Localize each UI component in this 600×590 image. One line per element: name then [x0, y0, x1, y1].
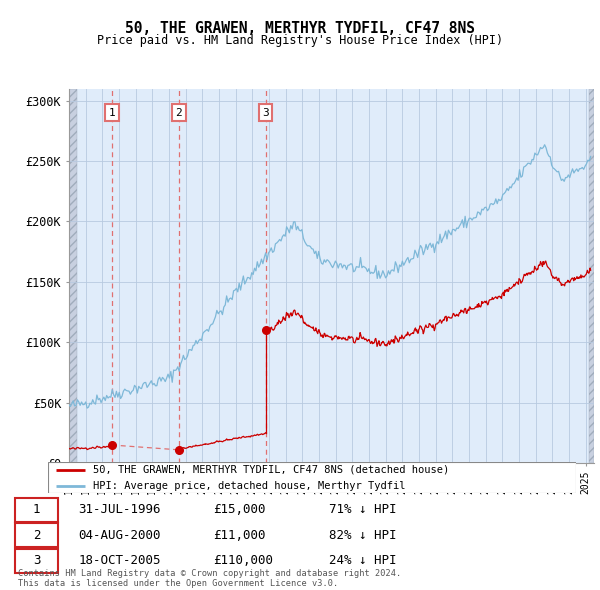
Text: 82% ↓ HPI: 82% ↓ HPI	[329, 529, 397, 542]
Text: 71% ↓ HPI: 71% ↓ HPI	[329, 503, 397, 516]
Text: Price paid vs. HM Land Registry's House Price Index (HPI): Price paid vs. HM Land Registry's House …	[97, 34, 503, 47]
Text: 31-JUL-1996: 31-JUL-1996	[78, 503, 161, 516]
FancyBboxPatch shape	[15, 498, 58, 522]
Text: 50, THE GRAWEN, MERTHYR TYDFIL, CF47 8NS: 50, THE GRAWEN, MERTHYR TYDFIL, CF47 8NS	[125, 21, 475, 35]
FancyBboxPatch shape	[48, 462, 576, 493]
Text: 1: 1	[33, 503, 40, 516]
FancyBboxPatch shape	[15, 523, 58, 548]
Text: HPI: Average price, detached house, Merthyr Tydfil: HPI: Average price, detached house, Mert…	[93, 481, 406, 491]
Text: 18-OCT-2005: 18-OCT-2005	[78, 555, 161, 568]
Text: £110,000: £110,000	[214, 555, 274, 568]
Text: This data is licensed under the Open Government Licence v3.0.: This data is licensed under the Open Gov…	[18, 579, 338, 588]
Text: 04-AUG-2000: 04-AUG-2000	[78, 529, 161, 542]
Text: 3: 3	[262, 107, 269, 117]
Text: 2: 2	[176, 107, 182, 117]
Text: Contains HM Land Registry data © Crown copyright and database right 2024.: Contains HM Land Registry data © Crown c…	[18, 569, 401, 578]
Text: £15,000: £15,000	[214, 503, 266, 516]
Text: 24% ↓ HPI: 24% ↓ HPI	[329, 555, 397, 568]
Text: 1: 1	[109, 107, 115, 117]
FancyBboxPatch shape	[15, 549, 58, 573]
Text: 3: 3	[33, 555, 40, 568]
Text: £11,000: £11,000	[214, 529, 266, 542]
Text: 2: 2	[33, 529, 40, 542]
Text: 50, THE GRAWEN, MERTHYR TYDFIL, CF47 8NS (detached house): 50, THE GRAWEN, MERTHYR TYDFIL, CF47 8NS…	[93, 465, 449, 475]
